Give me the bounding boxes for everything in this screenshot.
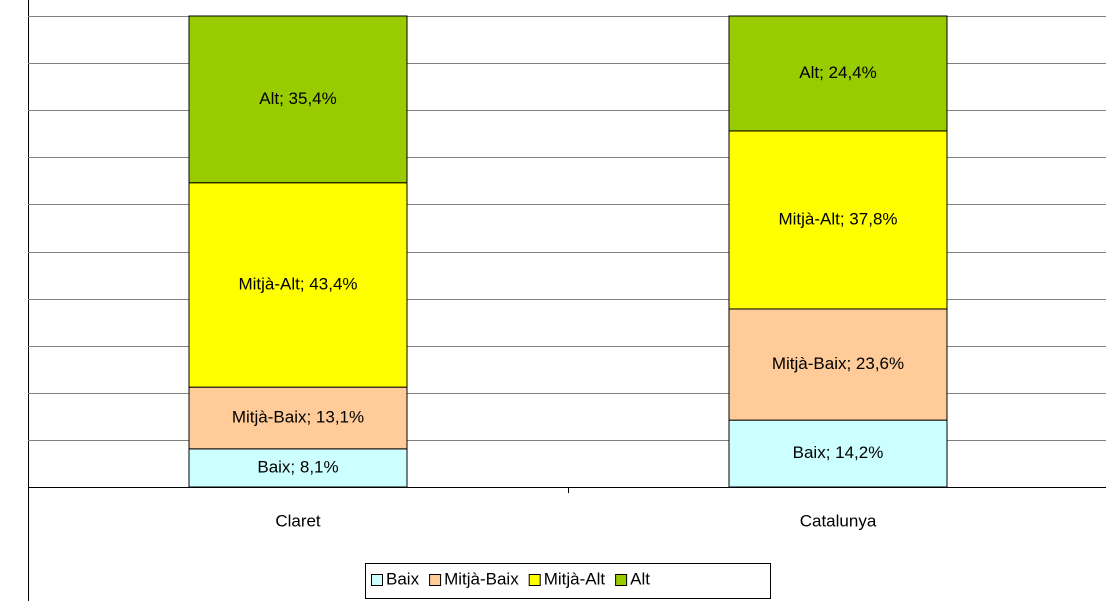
data-label: Alt; 24,4% xyxy=(799,63,877,82)
bar-segment xyxy=(188,386,408,450)
data-label: Mitjà-Baix; 13,1% xyxy=(232,407,364,426)
x-tick-label: Claret xyxy=(275,511,321,530)
legend-swatch xyxy=(371,574,383,586)
legend-swatch xyxy=(429,574,442,586)
legend-label: Alt xyxy=(630,569,650,588)
bar-segment xyxy=(188,448,408,488)
bar-segment xyxy=(188,15,408,184)
bar-segment xyxy=(188,182,408,388)
x-tick-label: Catalunya xyxy=(800,511,877,530)
bar-segment xyxy=(728,15,948,132)
legend-label: Mitjà-Baix xyxy=(444,569,519,588)
legend-swatch xyxy=(528,574,541,586)
legend-label: Mitjà-Alt xyxy=(544,569,606,588)
bar-segment xyxy=(728,130,948,310)
data-label: Alt; 35,4% xyxy=(259,89,337,108)
legend-label: Baix xyxy=(386,569,420,588)
bar-segment xyxy=(728,419,948,488)
data-label: Mitjà-Baix; 23,6% xyxy=(772,354,904,373)
legend-swatch xyxy=(615,574,628,586)
bar-segment xyxy=(728,308,948,421)
data-label: Mitjà-Alt; 37,8% xyxy=(778,209,897,228)
data-label: Baix; 14,2% xyxy=(793,443,884,462)
legend-box xyxy=(365,563,771,599)
data-label: Baix; 8,1% xyxy=(257,457,338,476)
data-label: Mitjà-Alt; 43,4% xyxy=(238,274,357,293)
